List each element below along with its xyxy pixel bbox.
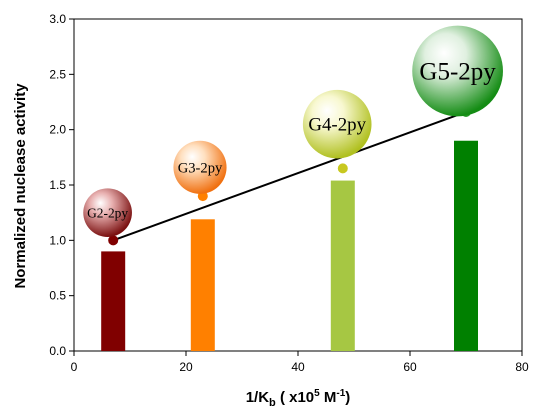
x-tick-label: 20 [179,360,193,374]
axes: 0.0 0.5 1.0 1.5 2.0 2.5 3.0 0 20 40 60 80 [49,12,529,374]
bubble-g3-2py [173,140,227,194]
x-tick-label: 0 [71,360,78,374]
bar-g4-2py [330,180,355,351]
bar-g5-2py [454,140,478,351]
bubble-labels: G2-2py G3-2py G4-2py G5-2py [83,25,503,238]
y-tick-label: 1.0 [49,233,66,247]
bubble-g4-2py [302,89,372,159]
data-point-3 [337,163,348,174]
bubble-g2-2py [83,188,132,238]
x-tick-label: 40 [291,360,305,374]
bar-g2-2py [101,251,126,351]
y-tick-label: 1.5 [49,178,66,192]
fit-line [112,111,467,242]
y-tick-label: 2.5 [49,67,66,81]
bars [101,140,478,351]
bar-g3-2py [190,219,215,351]
y-tick-label: 2.0 [49,123,66,137]
bubble-label-g3-2py: G3-2py [178,160,223,176]
bubble-g5-2py [412,25,503,117]
bubble-label-g2-2py: G2-2py [87,205,128,220]
data-point-1 [108,235,119,246]
y-axis-title: Normalized nuclease activity [12,83,29,289]
x-tick-label: 80 [515,360,529,374]
bubble-label-g4-2py: G4-2py [308,115,366,136]
x-axis-title: 1/Kb ( x105 M-1) [246,388,351,409]
y-tick-label: 0.5 [49,289,66,303]
y-tick-label: 0.0 [49,344,66,358]
bubble-label-g5-2py: G5-2py [419,59,496,86]
y-tick-label: 3.0 [49,12,66,26]
fit-line-group [112,111,467,242]
x-tick-label: 60 [403,360,417,374]
